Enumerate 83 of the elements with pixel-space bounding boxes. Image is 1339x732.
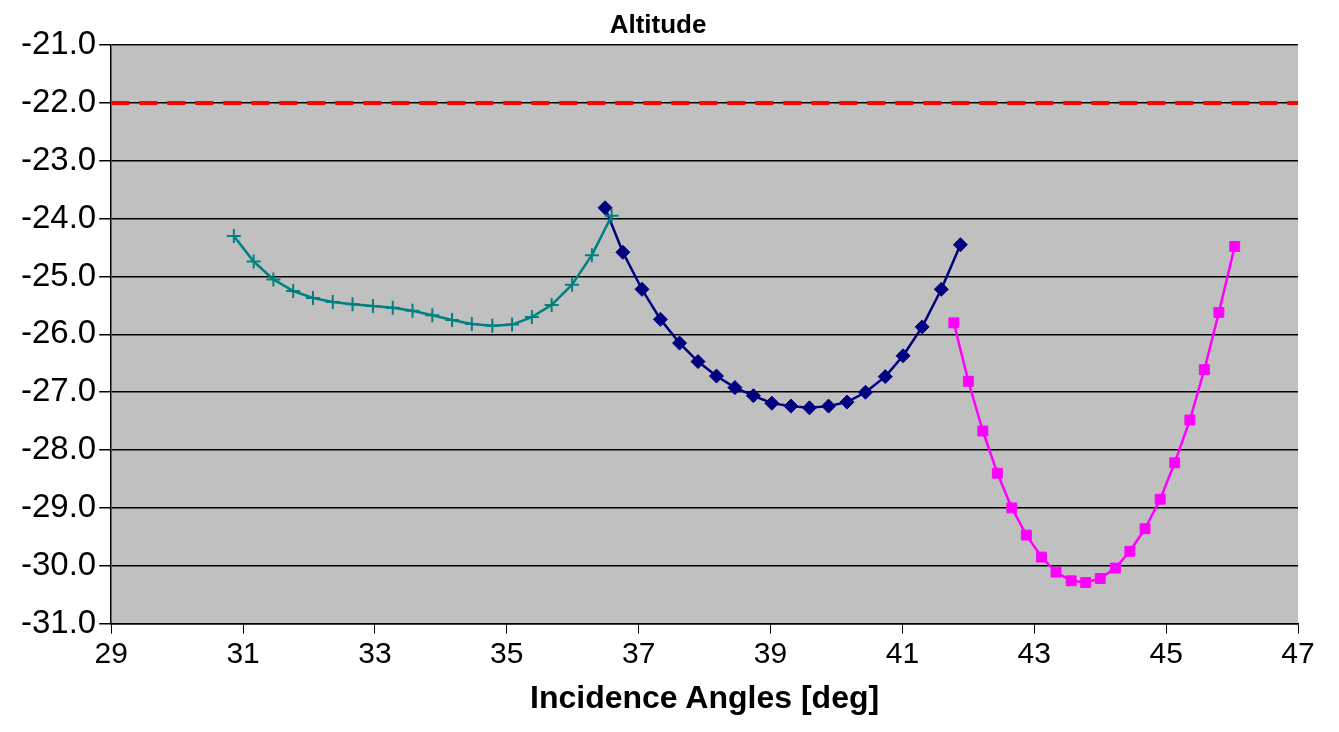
x-tick-label: 29 [94, 635, 128, 669]
point [245, 253, 262, 270]
point [364, 298, 381, 315]
point [801, 400, 817, 416]
point [1094, 573, 1106, 584]
y-tick-label: -22.0 [21, 82, 97, 120]
point [1213, 306, 1225, 318]
point [1229, 241, 1241, 252]
point [424, 307, 441, 324]
point [783, 398, 799, 414]
point [1006, 502, 1018, 514]
point [977, 425, 989, 437]
point [857, 384, 873, 400]
y-tick-label: -26.0 [21, 313, 97, 351]
point [821, 398, 837, 414]
point [652, 311, 668, 327]
point [690, 354, 706, 370]
point [1198, 364, 1210, 376]
point [543, 296, 560, 313]
point [914, 319, 930, 335]
point [444, 311, 461, 328]
x-tick-label: 31 [226, 635, 260, 669]
y-tick-label: -23.0 [21, 139, 97, 177]
point [344, 296, 361, 313]
point [564, 276, 581, 293]
point [839, 394, 855, 410]
point [1124, 545, 1136, 557]
point [265, 271, 282, 288]
point [764, 395, 780, 411]
point [948, 317, 960, 329]
point [1036, 551, 1047, 563]
point [745, 388, 761, 404]
point [1184, 414, 1196, 426]
point [1080, 577, 1092, 588]
x-tick-label: 33 [358, 635, 392, 669]
point [1050, 566, 1062, 578]
x-tick-label: 43 [1017, 635, 1051, 669]
point [1020, 529, 1032, 541]
point [1109, 562, 1121, 574]
point [583, 247, 600, 264]
point [225, 228, 242, 245]
x-axis-title: Incidence Angles [deg] [530, 678, 880, 715]
point [404, 302, 421, 319]
point [708, 368, 724, 384]
point [952, 237, 968, 253]
point [523, 309, 540, 326]
y-tick-label: -25.0 [21, 255, 97, 293]
point [484, 317, 501, 334]
point [1065, 575, 1077, 587]
point [1169, 457, 1181, 469]
x-tick-label: 37 [621, 635, 656, 669]
point [727, 380, 743, 396]
y-tick-label: -29.0 [21, 487, 97, 525]
point [1154, 493, 1166, 505]
point [672, 335, 688, 351]
x-tick-label: 39 [753, 635, 788, 669]
y-tick-label: -24.0 [21, 197, 97, 235]
point [603, 207, 620, 224]
point [597, 200, 613, 216]
x-tick-label: 41 [885, 635, 920, 669]
point [634, 281, 650, 297]
point [304, 289, 321, 306]
x-tick-label: 47 [1281, 635, 1315, 669]
point [324, 294, 341, 311]
chart-title: Altitude [609, 8, 707, 39]
point [504, 316, 521, 333]
point [1139, 523, 1151, 535]
y-tick-label: -27.0 [21, 371, 97, 409]
point [384, 299, 401, 316]
x-tick-label: 45 [1149, 635, 1183, 669]
point [615, 244, 631, 260]
y-tick-label: -28.0 [21, 429, 97, 467]
point [463, 315, 480, 332]
point [991, 467, 1003, 479]
point [895, 348, 911, 364]
point [285, 283, 302, 300]
x-tick-label: 35 [490, 635, 524, 669]
y-tick-label: -31.0 [21, 602, 97, 640]
point [933, 281, 949, 297]
y-tick-label: -30.0 [21, 544, 97, 582]
point [877, 369, 893, 385]
point [962, 375, 974, 387]
y-tick-label: -21.0 [21, 24, 97, 62]
